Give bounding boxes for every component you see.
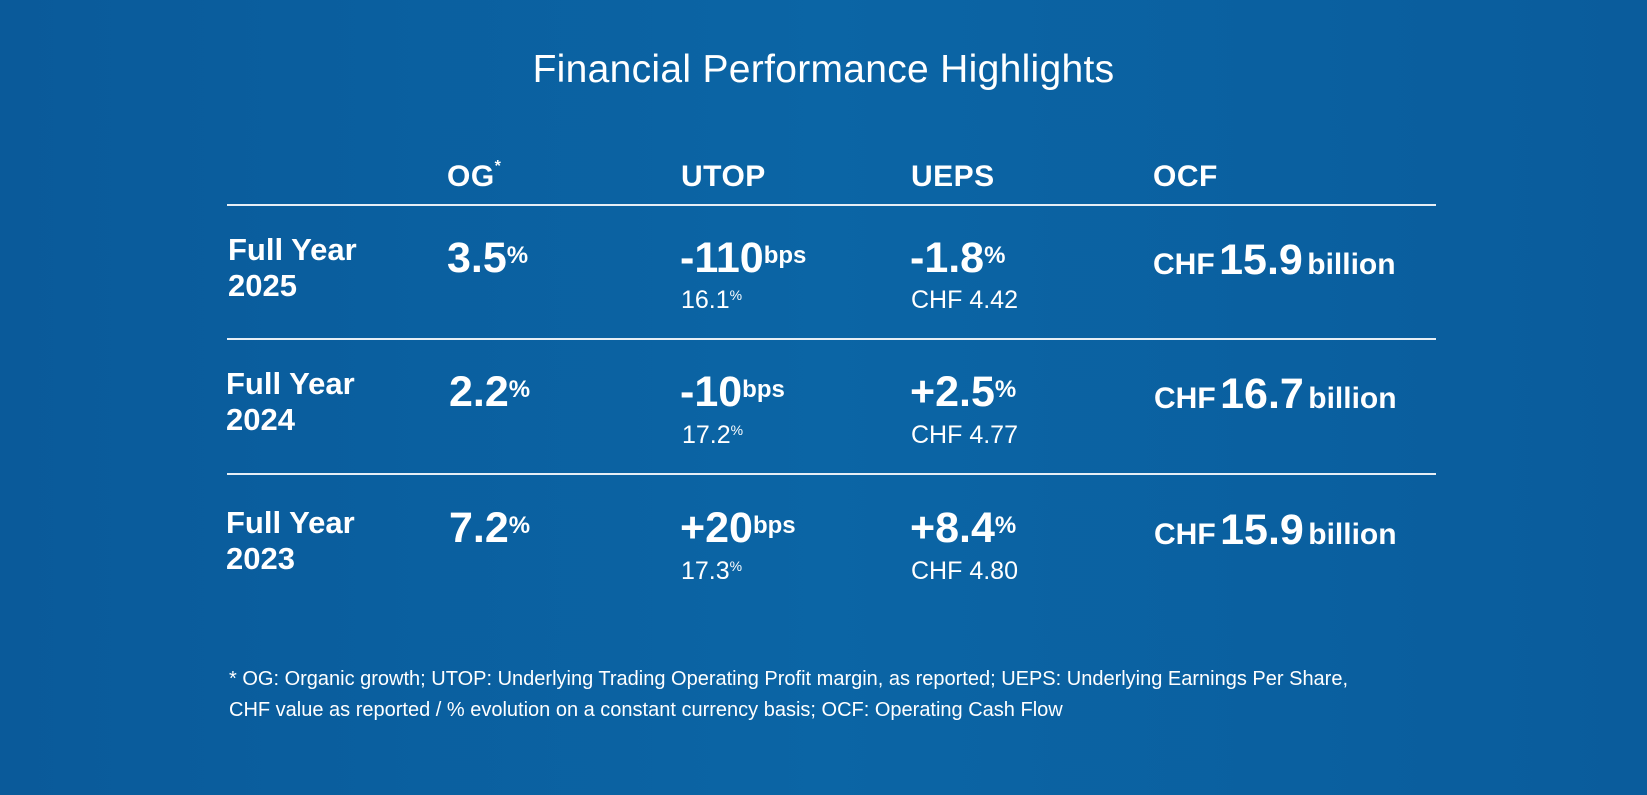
utop-margin: 17.3% (681, 557, 742, 586)
utop-margin-unit: % (730, 422, 744, 438)
row-divider (227, 338, 1436, 340)
utop-unit: bps (763, 242, 807, 269)
row-label-line1: Full Year (226, 505, 355, 540)
ueps-change: +8.4% (910, 503, 1016, 553)
column-header-ueps: UEPS (911, 160, 995, 193)
og-number: 7.2 (449, 504, 509, 552)
ocf-currency: CHF (1153, 248, 1215, 281)
og-number: 2.2 (449, 368, 509, 416)
row-label-year: 2025 (228, 268, 297, 303)
utop-margin: 17.2% (682, 421, 743, 450)
ueps-chf: CHF 4.77 (911, 421, 1018, 449)
column-header-og: OG* (447, 158, 502, 194)
og-unit: % (508, 512, 531, 539)
utop-number: -10 (680, 368, 743, 416)
utop-margin: 16.1% (681, 286, 742, 315)
ocf-value: CHF 15.9 billion (1154, 505, 1397, 565)
og-number: 3.5 (447, 234, 507, 282)
utop-unit: bps (742, 376, 785, 403)
og-value: 3.5% (447, 233, 528, 283)
row-label: Full Year 2023 (226, 505, 355, 577)
row-divider (227, 473, 1436, 475)
ocf-unit: billion (1307, 248, 1396, 281)
utop-margin-number: 17.3 (681, 557, 730, 585)
ueps-unit: % (994, 376, 1017, 403)
ocf-number: 16.7 (1220, 370, 1304, 418)
ocf-currency: CHF (1154, 382, 1216, 415)
ueps-chf: CHF 4.42 (911, 286, 1018, 314)
column-header-ocf: OCF (1153, 160, 1218, 193)
row-label-line1: Full Year (228, 232, 357, 267)
row-label-year: 2023 (226, 541, 295, 576)
footnote: * OG: Organic growth; UTOP: Underlying T… (229, 664, 1489, 726)
ueps-unit: % (984, 242, 1006, 269)
row-label: Full Year 2025 (228, 232, 357, 304)
column-header-og-label: OG (447, 160, 495, 193)
utop-number: +20 (680, 504, 753, 552)
row-label-line1: Full Year (226, 366, 355, 401)
ueps-number: +2.5 (910, 368, 995, 416)
footnote-line2: CHF value as reported / % evolution on a… (229, 699, 1063, 721)
ocf-value: CHF 15.9 billion (1153, 235, 1396, 295)
footnote-marker: * (494, 158, 502, 175)
og-value: 2.2% (449, 367, 530, 417)
utop-margin-number: 17.2 (682, 421, 731, 449)
ueps-unit: % (994, 512, 1017, 539)
ueps-change: -1.8% (910, 233, 1005, 283)
ocf-value: CHF 16.7 billion (1154, 369, 1397, 429)
ocf-number: 15.9 (1219, 236, 1303, 284)
ueps-chf: CHF 4.80 (911, 557, 1018, 585)
row-label: Full Year 2024 (226, 366, 355, 438)
header-divider (227, 204, 1436, 206)
og-unit: % (506, 242, 529, 269)
ocf-number: 15.9 (1220, 506, 1304, 554)
og-value: 7.2% (449, 503, 530, 553)
utop-change: -10bps (680, 367, 785, 417)
utop-margin-unit: % (729, 558, 743, 574)
og-unit: % (508, 376, 531, 403)
column-header-utop: UTOP (681, 160, 766, 193)
utop-change: +20bps (680, 503, 796, 553)
footnote-line1: * OG: Organic growth; UTOP: Underlying T… (229, 668, 1349, 690)
ueps-number: -1.8 (910, 234, 985, 282)
ocf-unit: billion (1308, 518, 1397, 551)
utop-number: -110 (680, 234, 764, 282)
utop-change: -110bps (680, 233, 806, 283)
ueps-number: +8.4 (910, 504, 995, 552)
row-label-year: 2024 (226, 402, 295, 437)
page-title: Financial Performance Highlights (532, 48, 1115, 91)
ocf-unit: billion (1308, 382, 1397, 415)
ueps-change: +2.5% (910, 367, 1016, 417)
ocf-currency: CHF (1154, 518, 1216, 551)
utop-margin-unit: % (729, 287, 743, 303)
utop-unit: bps (752, 512, 796, 539)
utop-margin-number: 16.1 (681, 286, 730, 314)
